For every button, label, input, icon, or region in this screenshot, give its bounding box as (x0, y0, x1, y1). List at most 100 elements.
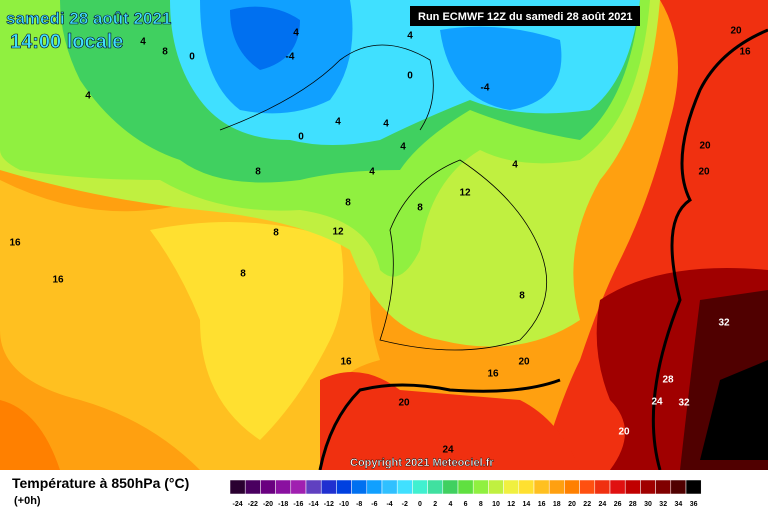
contour-label: 4 (140, 37, 146, 48)
contour-label: 0 (298, 132, 304, 143)
contour-label: 16 (52, 275, 64, 286)
temp-zone (150, 222, 344, 440)
scale-swatch (381, 479, 398, 495)
map: 4 4 -4 0 4 8 0 -4 4 4 4 0 4 4 8 4 8 12 8 8 12 16 16 8 8 16 16 20 20 2… (0, 0, 768, 471)
scale-label: -22 (248, 501, 258, 508)
contour-label: 20 (699, 141, 711, 152)
scale-swatch (488, 479, 504, 495)
contour-label: 4 (407, 31, 413, 42)
contour-label: 20 (730, 26, 742, 37)
temp-zone (700, 360, 768, 460)
scale-swatch (442, 479, 459, 495)
scale-swatch (320, 479, 337, 495)
scale-swatch (457, 479, 474, 495)
contour-label: 8 (255, 167, 261, 178)
scale-label: 6 (464, 501, 468, 508)
contour-label: 20 (398, 398, 410, 409)
scale-label: -6 (371, 501, 377, 508)
scale-swatch (412, 479, 428, 495)
contour-label: 16 (739, 47, 751, 58)
scale-swatch (366, 479, 383, 495)
contour-label: 12 (332, 227, 344, 238)
scale-label: -14 (309, 501, 319, 508)
contour-line (651, 28, 768, 471)
contour-label: 16 (9, 238, 21, 249)
scale-swatch (640, 479, 656, 495)
scale-label: -18 (278, 501, 288, 508)
scale-swatch (260, 479, 276, 495)
scale-label: 28 (629, 501, 637, 508)
contour-label: 4 (369, 167, 375, 178)
scale-swatch (244, 479, 261, 495)
scale-label: -8 (356, 501, 362, 508)
scale-swatch (579, 479, 596, 495)
scale-label: 10 (492, 501, 500, 508)
temp-zone (230, 6, 300, 70)
contour-label: 4 (383, 119, 389, 130)
copyright: Copyright 2021 Meteociel.fr (350, 457, 494, 469)
temp-zone (320, 372, 580, 470)
scale-swatch (518, 479, 535, 495)
scale-swatch (472, 479, 489, 495)
scale-swatch (351, 479, 368, 495)
scale-label: 8 (479, 501, 483, 508)
scale-swatch (564, 479, 580, 495)
contour-label: 20 (618, 427, 630, 438)
contour-label: 16 (340, 357, 352, 368)
run-box (410, 6, 640, 26)
scale-swatch (427, 479, 444, 495)
scale-swatch (533, 479, 550, 495)
scale-swatch (305, 479, 322, 495)
scale-swatch (548, 479, 565, 495)
contour-label: 8 (162, 47, 168, 58)
scale-label: 16 (538, 501, 546, 508)
contour-label: 8 (417, 203, 423, 214)
contour-label: 20 (698, 167, 710, 178)
scale-label: 12 (507, 501, 515, 508)
contour-label: 32 (718, 318, 730, 329)
scale-swatch (594, 479, 611, 495)
color-scale: -24 -22 -20 -18 -16 -14 -12 -10 -8 -6 -4 -2 0 2 4 6 8 10 1… (229, 479, 702, 508)
scale-swatch (503, 479, 520, 495)
scale-label: 24 (599, 501, 607, 508)
contour-label: 32 (678, 398, 690, 409)
contour-label: 28 (662, 375, 674, 386)
contour-label: 4 (85, 91, 91, 102)
scale-label: 2 (433, 501, 437, 508)
scale-swatch (336, 479, 352, 495)
contour-label: 4 (400, 142, 406, 153)
contour-label: 8 (273, 228, 279, 239)
scale-label: 20 (568, 501, 576, 508)
scale-swatch (275, 479, 292, 495)
coastline (219, 44, 434, 131)
legend-title: Température à 850hPa (°C) (12, 475, 189, 491)
scale-label: 0 (418, 501, 422, 508)
scale-swatch (396, 479, 413, 495)
scale-swatch (670, 479, 687, 495)
scale-label: 18 (553, 501, 561, 508)
scale-label: 26 (614, 501, 622, 508)
scale-label: -10 (339, 501, 349, 508)
scale-label: -16 (293, 501, 303, 508)
scale-swatch (609, 479, 626, 495)
scale-label: -24 (233, 501, 243, 508)
scale-label: -4 (386, 501, 392, 508)
scale-label: 34 (675, 501, 683, 508)
scale-label: 22 (583, 501, 591, 508)
scale-swatch (685, 479, 702, 495)
contour-label: 8 (519, 291, 525, 302)
contour-label: 4 (335, 117, 341, 128)
contour-line (318, 378, 561, 471)
scale-label: 30 (644, 501, 652, 508)
contour-label: 24 (442, 445, 454, 456)
legend-step: (+0h) (14, 495, 41, 507)
scale-label: -2 (402, 501, 408, 508)
scale-label: -12 (324, 501, 334, 508)
contour-label: 8 (345, 198, 351, 209)
time-label: 14:00 locale (10, 31, 123, 53)
contour-label: 4 (293, 28, 299, 39)
temp-zone (440, 26, 562, 111)
scale-swatch (290, 479, 307, 495)
contour-label: 0 (407, 71, 413, 82)
